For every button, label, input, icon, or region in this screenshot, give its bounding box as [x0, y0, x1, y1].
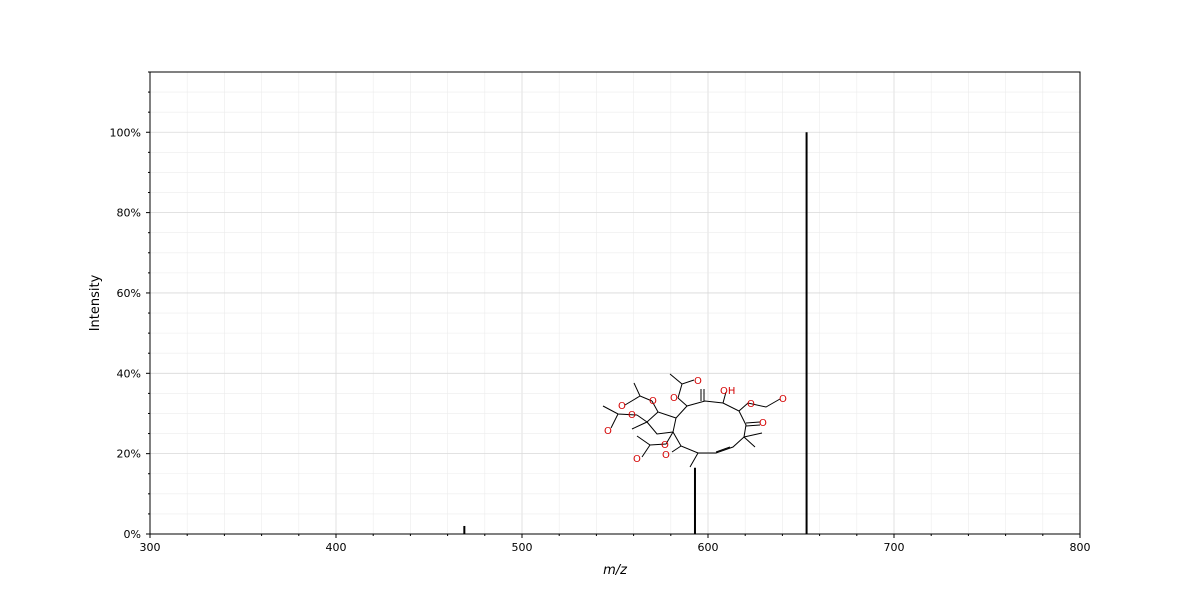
x-tick-label: 600	[698, 541, 719, 554]
x-tick-label: 400	[326, 541, 347, 554]
axis-ticks: 300 400 500 600 700 800 0% 20% 40% 60% 80% 100%	[110, 71, 1091, 554]
atom-label: O	[604, 426, 612, 437]
atom-label: OH	[720, 386, 735, 397]
y-tick-label: 80%	[117, 207, 141, 220]
x-tick-label: 800	[1070, 541, 1091, 554]
x-axis-label: m/z	[603, 563, 628, 578]
atom-label: O	[661, 440, 669, 451]
atom-label: O	[649, 396, 657, 407]
y-tick-label: 0%	[124, 528, 141, 541]
y-axis-label: Intensity	[88, 274, 103, 331]
y-tick-label: 40%	[117, 367, 141, 380]
atom-label: O	[779, 394, 787, 405]
y-tick-label: 100%	[110, 126, 141, 139]
peaks	[463, 132, 808, 534]
x-tick-label: 700	[884, 541, 905, 554]
x-tick-label: 500	[512, 541, 533, 554]
atom-label: O	[759, 418, 767, 429]
grid	[149, 71, 1081, 534]
plot-frame	[149, 71, 1081, 535]
atom-label: O	[628, 410, 636, 421]
x-tick-label: 300	[140, 541, 161, 554]
atom-label: O	[633, 454, 641, 465]
atom-label: O	[618, 401, 626, 412]
atom-label: O	[694, 376, 702, 387]
atom-label: O	[662, 450, 670, 461]
atom-label: O	[747, 399, 755, 410]
y-tick-label: 60%	[117, 287, 141, 300]
molecule-structure-inset: O O OH O O O O O O O O O O	[602, 373, 787, 468]
y-tick-label: 20%	[117, 448, 141, 461]
atom-label: O	[670, 393, 678, 404]
